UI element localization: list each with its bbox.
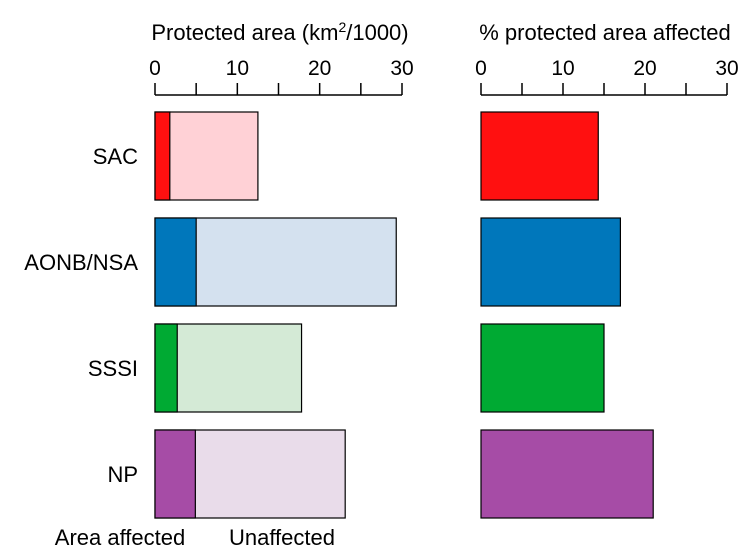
left-chart-title: Protected area (km2/1000): [151, 19, 408, 45]
bar-affected-sac: [154, 111, 171, 201]
left-tick-label: 10: [226, 57, 249, 80]
bar-unaffected-sssi: [154, 323, 303, 413]
bar-affected-sssi: [154, 323, 178, 413]
right-tick-label: 0: [475, 57, 487, 80]
right-chart: 0 10 20 30: [475, 57, 739, 519]
bar-unaffected-sac: [154, 111, 259, 201]
left-tick-label: 30: [390, 57, 413, 80]
right-chart-title: % protected area affected: [479, 20, 731, 45]
left-chart: 0 10 20 30: [149, 57, 414, 519]
bar-percent-aonb-nsa: [480, 217, 621, 307]
left-tick-label: 0: [149, 57, 161, 80]
bar-percent-sac: [480, 111, 599, 201]
category-label: AONB/NSA: [24, 250, 138, 275]
right-tick-label: 20: [633, 57, 656, 80]
legend-affected-label: Area affected: [55, 525, 185, 548]
category-label: NP: [107, 462, 138, 487]
category-labels: SAC AONB/NSA SSSI NP: [24, 144, 138, 487]
bar-affected-np: [154, 429, 196, 519]
legend-unaffected-label: Unaffected: [229, 525, 335, 548]
category-label: SSSI: [88, 356, 138, 381]
left-tick-label: 20: [308, 57, 331, 80]
bar-percent-np: [480, 429, 654, 519]
bar-percent-sssi: [480, 323, 605, 413]
category-label: SAC: [93, 144, 138, 169]
right-tick-label: 30: [715, 57, 738, 80]
bar-affected-aonb-nsa: [154, 217, 197, 307]
right-tick-label: 10: [551, 57, 574, 80]
